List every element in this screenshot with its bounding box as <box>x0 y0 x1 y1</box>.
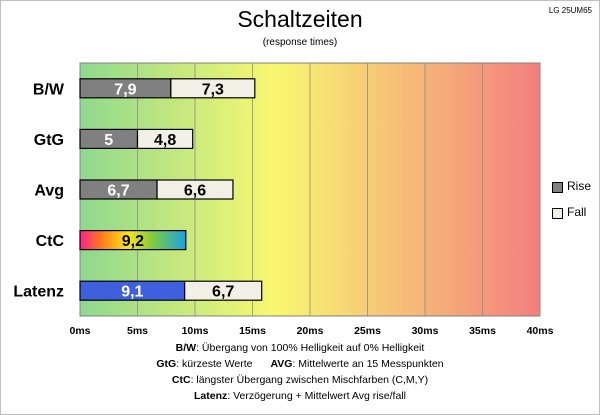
bar-latenz-label: 9,1 <box>121 284 143 301</box>
bar-ctc-label: 9,2 <box>122 233 144 250</box>
category-labels: B/W GtG Avg CtC Latenz <box>13 81 65 300</box>
legend-swatch-fall <box>552 208 563 219</box>
legend-label-fall: Fall <box>567 205 587 219</box>
note-text: : Mittelwerte an 15 Messpunkten <box>292 358 444 370</box>
chart-notes: B/W: Übergang von 100% Helligkeit auf 0%… <box>0 340 600 404</box>
category-label: CtC <box>36 233 65 250</box>
x-tick-labels: 0ms 5ms 10ms 15ms 20ms 25ms 30ms 35ms 40ms <box>69 325 553 337</box>
note-gtg-avg: GtG: kürzeste Werte AVG: Mittelwerte an 1… <box>0 356 600 372</box>
note-text: : Verzögerung + Mittelwert Avg rise/fall <box>227 390 406 402</box>
bar-fall-label: 6,6 <box>184 183 206 200</box>
x-tick-label: 25ms <box>354 325 381 337</box>
x-tick-label: 35ms <box>469 325 496 337</box>
note-key: B/W <box>175 342 197 354</box>
note-key: CtC <box>171 374 191 386</box>
x-tick-label: 5ms <box>127 325 148 337</box>
bar-latenz <box>184 280 263 301</box>
bar-fall-label: 7,3 <box>202 81 224 98</box>
bar-rise-label: 5 <box>104 132 113 149</box>
bar-latenz-label: 6,7 <box>212 284 234 301</box>
note-ctc: CtC: längster Übergang zwischen Mischfar… <box>0 372 600 388</box>
bar-rise-label: 6,7 <box>107 183 129 200</box>
category-label: Avg <box>34 183 64 200</box>
x-tick-label: 10ms <box>182 325 209 337</box>
category-label: Latenz <box>13 284 64 301</box>
category-label: GtG <box>34 132 64 149</box>
note-key: GtG <box>156 358 177 370</box>
x-tick-label: 15ms <box>239 325 266 337</box>
bar-fall <box>170 78 256 99</box>
note-bw: B/W: Übergang von 100% Helligkeit auf 0%… <box>0 340 600 356</box>
note-text: : Übergang von 100% Helligkeit auf 0% He… <box>196 342 425 354</box>
bar-fall <box>136 128 194 149</box>
x-tick-label: 20ms <box>297 325 324 337</box>
category-label: B/W <box>33 81 65 98</box>
chart-subtitle: (response times) <box>262 37 338 48</box>
bar-ctc <box>79 230 187 251</box>
note-text: : kürzeste Werte <box>176 358 253 370</box>
note-latenz: Latenz: Verzögerung + Mittelwert Avg ris… <box>0 388 600 404</box>
bar-rise-label: 7,9 <box>114 81 136 98</box>
legend-swatch-rise <box>552 182 563 193</box>
monitor-model-label: LG 25UM65 <box>548 6 592 15</box>
x-tick-label: 0ms <box>69 325 90 337</box>
bar-fall <box>156 179 234 200</box>
legend-label-rise: Rise <box>567 179 592 193</box>
chart-title: Schaltzeiten <box>237 6 363 32</box>
x-tick-label: 30ms <box>412 325 439 337</box>
bars: 7,9 7,3 5 4,8 6,7 6,6 9,2 9,1 6,7 <box>79 78 263 301</box>
note-key: AVG <box>270 358 293 370</box>
x-tick-label: 40ms <box>527 325 554 337</box>
bar-fall-label: 4,8 <box>154 132 176 149</box>
note-key: Latenz <box>194 390 228 402</box>
note-text: : längster Übergang zwischen Mischfarben… <box>190 374 429 386</box>
